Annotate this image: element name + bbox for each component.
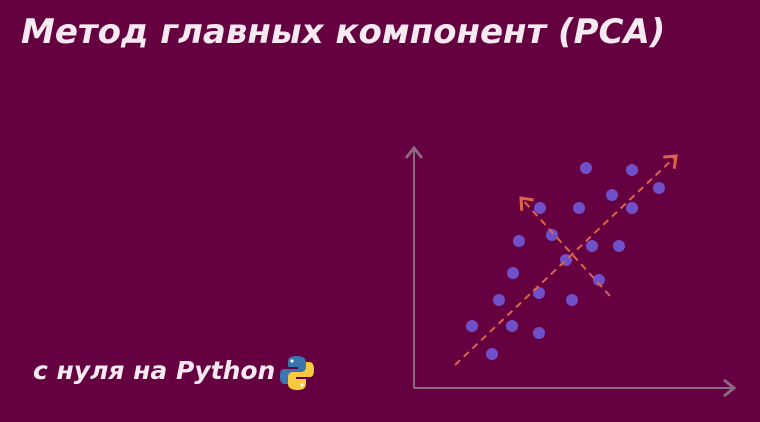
- component-1: [454, 154, 678, 366]
- component-2: [519, 196, 611, 297]
- components: [454, 154, 678, 366]
- points: [466, 162, 665, 360]
- title: Метод главных компонент (PCA): [21, 12, 666, 52]
- axes: [404, 145, 737, 398]
- python-logo: [280, 356, 314, 390]
- subtitle: с нуля на Python: [33, 356, 276, 385]
